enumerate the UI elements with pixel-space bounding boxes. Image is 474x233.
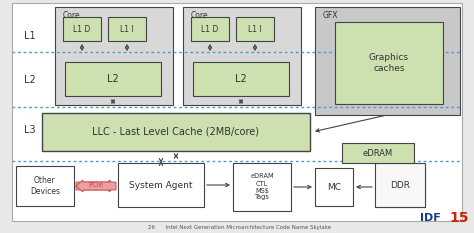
FancyBboxPatch shape — [42, 113, 310, 151]
Text: System Agent: System Agent — [129, 181, 193, 189]
Text: Other
Devices: Other Devices — [30, 176, 60, 196]
Text: L1 D: L1 D — [201, 24, 219, 34]
FancyBboxPatch shape — [183, 7, 301, 105]
FancyBboxPatch shape — [236, 17, 274, 41]
FancyBboxPatch shape — [191, 17, 229, 41]
FancyBboxPatch shape — [12, 3, 462, 221]
Text: L2: L2 — [235, 74, 247, 84]
Text: PCIe: PCIe — [89, 182, 103, 188]
FancyArrow shape — [76, 180, 116, 192]
Text: 15: 15 — [449, 211, 468, 225]
FancyBboxPatch shape — [63, 17, 101, 41]
Text: LLC - Last Level Cache (2MB/core): LLC - Last Level Cache (2MB/core) — [92, 127, 259, 137]
Text: eDRAM
CTL
MS$
Tags: eDRAM CTL MS$ Tags — [250, 174, 274, 201]
FancyBboxPatch shape — [233, 163, 291, 211]
Text: L1 I: L1 I — [120, 24, 134, 34]
FancyBboxPatch shape — [16, 166, 74, 206]
Text: L1 I: L1 I — [248, 24, 262, 34]
Text: DDR: DDR — [390, 181, 410, 189]
FancyBboxPatch shape — [108, 17, 146, 41]
FancyBboxPatch shape — [193, 62, 289, 96]
Text: Core: Core — [191, 10, 209, 20]
FancyBboxPatch shape — [375, 163, 425, 207]
FancyBboxPatch shape — [378, 166, 425, 207]
Text: L3: L3 — [24, 125, 36, 135]
Text: L1 D: L1 D — [73, 24, 91, 34]
Text: MC: MC — [327, 182, 341, 192]
Text: L2: L2 — [24, 75, 36, 85]
Text: GFX: GFX — [323, 10, 338, 20]
Text: Graphics
caches: Graphics caches — [369, 53, 409, 73]
Text: 26      Intel Next Generation Microarchitecture Code Name Skylake: 26 Intel Next Generation Microarchitectu… — [148, 226, 331, 230]
FancyBboxPatch shape — [315, 7, 460, 115]
Text: IDF: IDF — [419, 213, 440, 223]
FancyBboxPatch shape — [342, 143, 414, 163]
Text: L1: L1 — [24, 31, 36, 41]
FancyArrow shape — [76, 180, 116, 192]
FancyBboxPatch shape — [315, 168, 353, 206]
FancyBboxPatch shape — [335, 22, 443, 104]
FancyBboxPatch shape — [118, 163, 204, 207]
Text: eDRAM: eDRAM — [363, 148, 393, 158]
Text: L2: L2 — [107, 74, 119, 84]
Text: Core: Core — [63, 10, 81, 20]
FancyBboxPatch shape — [65, 62, 161, 96]
FancyBboxPatch shape — [55, 7, 173, 105]
